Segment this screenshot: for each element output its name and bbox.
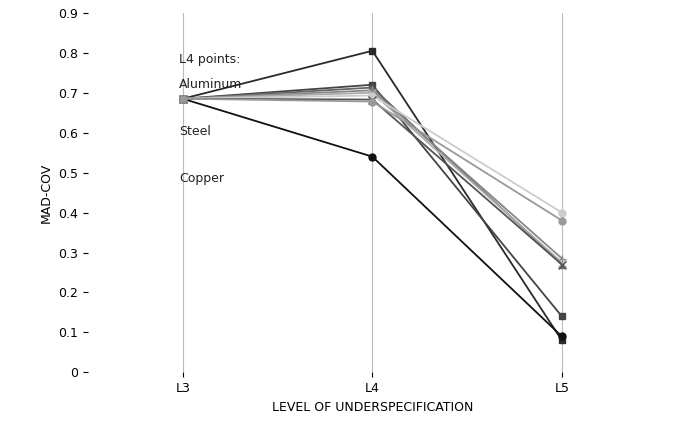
X-axis label: LEVEL OF UNDERSPECIFICATION: LEVEL OF UNDERSPECIFICATION: [271, 401, 473, 413]
Text: Aluminum: Aluminum: [179, 78, 242, 91]
Text: Steel: Steel: [179, 125, 211, 138]
Y-axis label: MAD-COV: MAD-COV: [40, 163, 53, 223]
Text: L4 points:: L4 points:: [179, 53, 240, 66]
Text: Copper: Copper: [179, 172, 224, 185]
